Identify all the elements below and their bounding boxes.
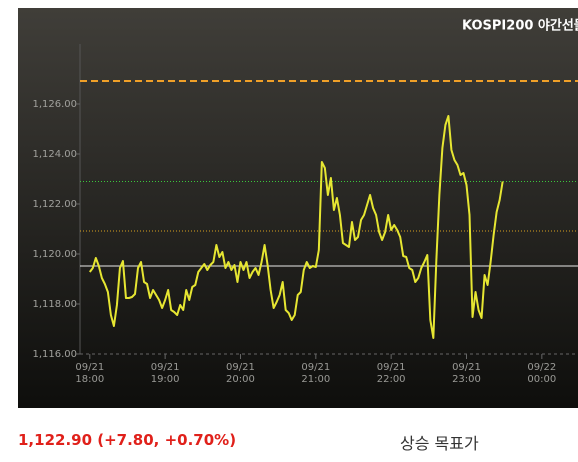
x-tick-label: 09/21 22:00 — [376, 362, 406, 385]
y-tick-label: 1,120.00 — [32, 249, 77, 260]
y-tick-label: 1,126.00 — [32, 99, 77, 110]
y-tick-label: 1,116.00 — [32, 349, 77, 360]
target-label: 상승 목표가 — [400, 434, 479, 453]
price-quote: 1,122.90 (+7.80, +0.70%) — [18, 431, 237, 449]
price-line — [88, 115, 504, 339]
x-tick-label: 09/21 19:00 — [150, 362, 180, 385]
x-tick-label: 09/22 00:00 — [527, 362, 557, 385]
chart-title: KOSPI200 야간선물 — [462, 18, 578, 34]
x-tick-label: 09/21 20:00 — [226, 362, 255, 385]
y-tick-label: 1,124.00 — [32, 149, 77, 160]
chart: KOSPI200 야간선물 1,116.00 1,118.00 1,120.00 1,… — [18, 8, 578, 408]
y-tick-label: 1,122.00 — [32, 199, 77, 210]
x-tick-label: 09/21 18:00 — [75, 362, 105, 385]
chart-panel — [18, 8, 578, 408]
x-tick-label: 09/21 23:00 — [452, 362, 481, 385]
y-tick-label: 1,118.00 — [32, 299, 77, 310]
x-tick-label: 09/21 21:00 — [301, 362, 331, 385]
